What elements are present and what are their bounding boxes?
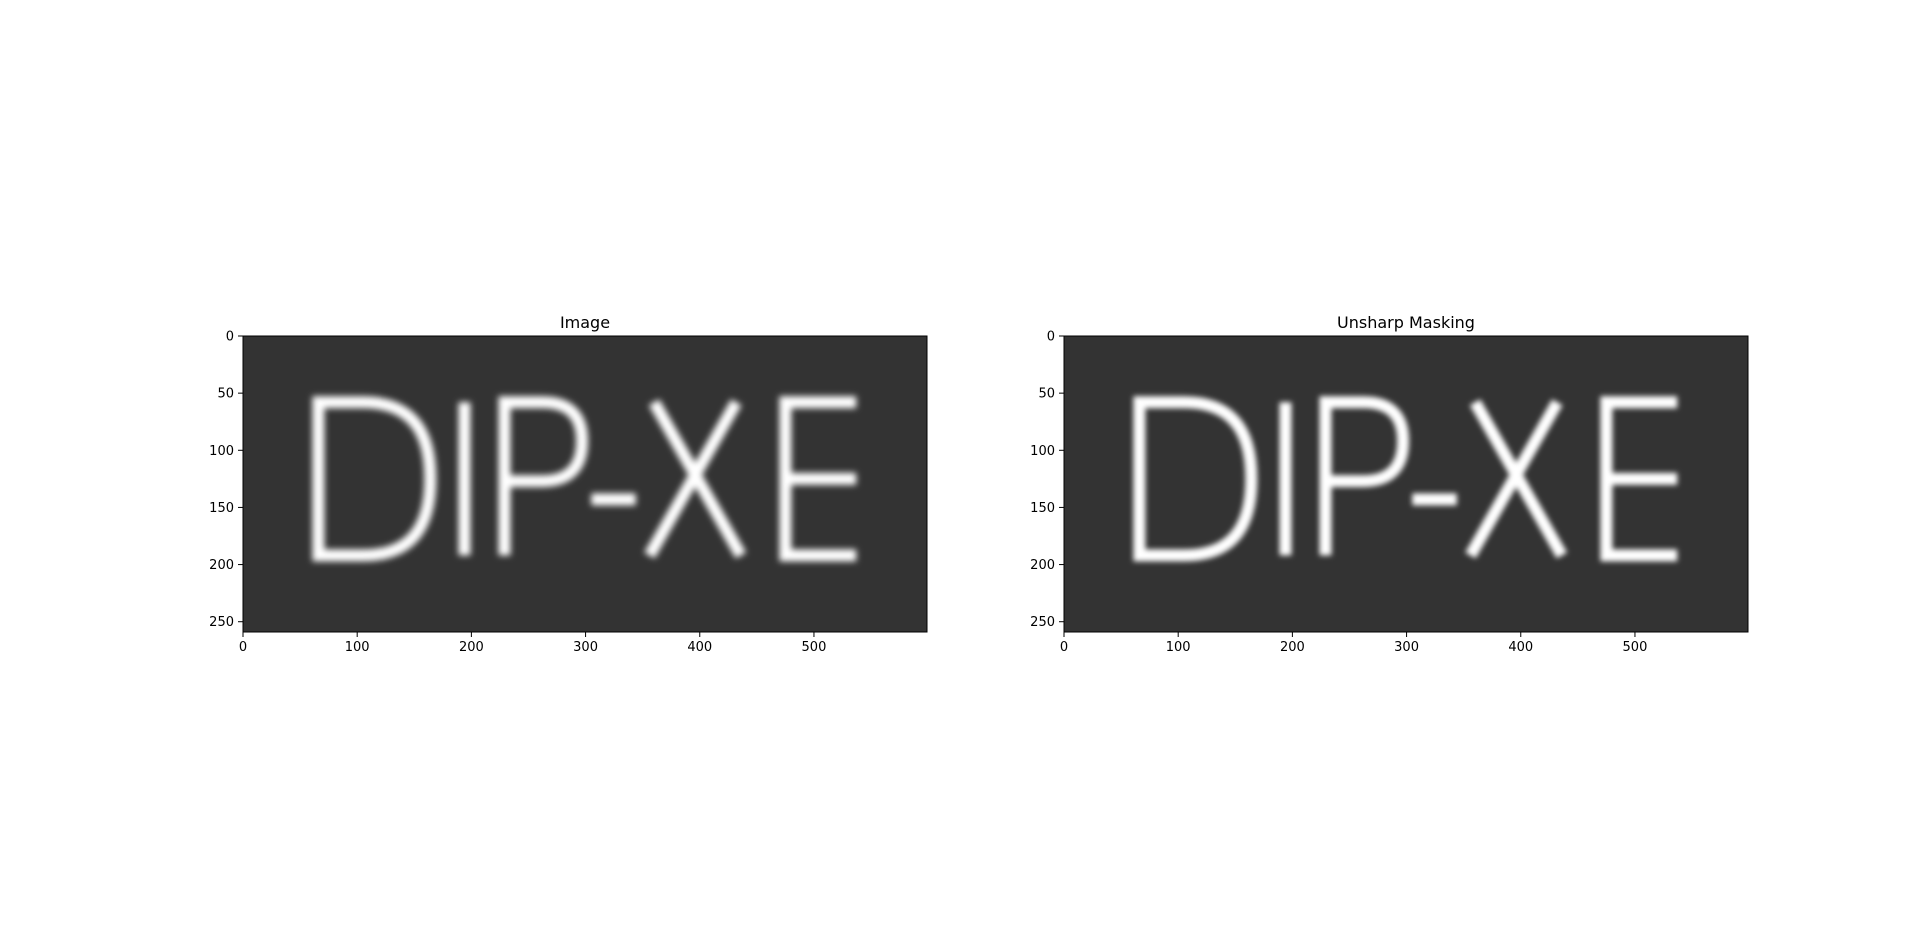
letter-x-stroke-2 bbox=[1469, 399, 1568, 559]
x-axis: 0 100 200 300 400 500 bbox=[239, 632, 827, 655]
x-tick-label: 200 bbox=[459, 640, 484, 655]
letter-d bbox=[1133, 396, 1258, 562]
y-tick-label: 100 bbox=[209, 444, 234, 459]
image-text-dipxe bbox=[1133, 396, 1678, 562]
letter-x-stroke-2 bbox=[648, 399, 747, 559]
x-tick-label: 500 bbox=[1623, 640, 1648, 655]
image-content bbox=[243, 336, 927, 632]
panel-title: Image bbox=[560, 313, 610, 332]
panel-title: Unsharp Masking bbox=[1337, 313, 1475, 332]
x-tick-label: 300 bbox=[1394, 640, 1419, 655]
x-tick-label: 0 bbox=[239, 640, 247, 655]
panel-1: Image 0 100 200 300 400 500 0 50 100 150 200 250 bbox=[209, 313, 928, 655]
x-tick-label: 500 bbox=[802, 640, 827, 655]
x-tick-label: 0 bbox=[1060, 640, 1068, 655]
y-tick-label: 250 bbox=[209, 615, 234, 630]
y-axis: 0 50 100 150 200 250 bbox=[209, 330, 243, 630]
y-tick-label: 0 bbox=[1047, 330, 1055, 345]
y-tick-label: 150 bbox=[209, 501, 234, 516]
y-tick-label: 250 bbox=[1030, 615, 1055, 630]
x-axis: 0 100 200 300 400 500 bbox=[1060, 632, 1648, 655]
y-tick-label: 150 bbox=[1030, 501, 1055, 516]
y-tick-label: 200 bbox=[1030, 558, 1055, 573]
image-content bbox=[1064, 336, 1748, 632]
axes-frame bbox=[1063, 335, 1749, 633]
x-tick-label: 200 bbox=[1280, 640, 1305, 655]
y-axis: 0 50 100 150 200 250 bbox=[1030, 330, 1064, 630]
letter-p bbox=[498, 396, 589, 556]
image-text-dipxe bbox=[312, 396, 857, 562]
letter-e bbox=[779, 396, 857, 562]
x-tick-label: 400 bbox=[687, 640, 712, 655]
letter-e bbox=[1600, 396, 1678, 562]
y-tick-label: 50 bbox=[217, 387, 234, 402]
x-tick-label: 100 bbox=[345, 640, 370, 655]
y-tick-label: 0 bbox=[226, 330, 234, 345]
x-tick-label: 100 bbox=[1166, 640, 1191, 655]
x-tick-label: 300 bbox=[573, 640, 598, 655]
x-tick-label: 400 bbox=[1508, 640, 1533, 655]
y-tick-label: 100 bbox=[1030, 444, 1055, 459]
y-tick-label: 50 bbox=[1038, 387, 1055, 402]
letter-p bbox=[1319, 396, 1410, 556]
letter-d bbox=[312, 396, 437, 562]
panel-2: Unsharp Masking 0 100 200 300 400 500 0 50 100 150… bbox=[1030, 313, 1749, 655]
axes-frame bbox=[242, 335, 928, 633]
y-tick-label: 200 bbox=[209, 558, 234, 573]
